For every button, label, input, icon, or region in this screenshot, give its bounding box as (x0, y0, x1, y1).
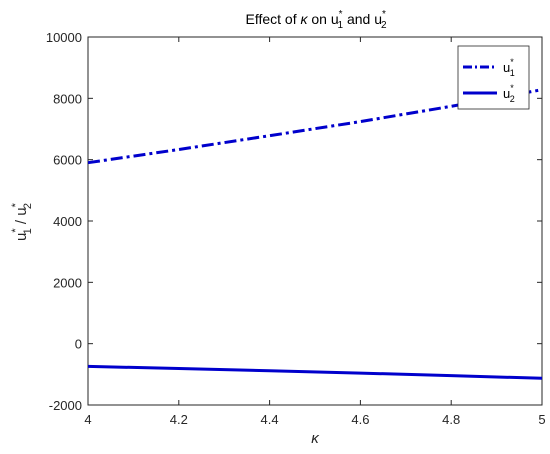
legend-label-u1: u* 1 (503, 57, 515, 78)
y-tick-label: -2000 (49, 398, 82, 413)
y-tick-label: 8000 (53, 91, 82, 106)
y-axis: -2000 0 2000 4000 6000 8000 10000 (46, 30, 542, 413)
x-axis: 4 4.2 4.4 4.6 4.8 5 (84, 37, 546, 427)
x-tick-label: 4 (84, 412, 91, 427)
series-line-2 (87, 364, 543, 380)
legend: u* 1 u* 2 (457, 45, 530, 110)
y-tick-label: 6000 (53, 153, 82, 168)
chart-title: Effect of κ on u* 1 and u* 2 (245, 9, 386, 31)
x-tick-label: 5 (538, 412, 545, 427)
legend-label-u2: u* 2 (503, 83, 515, 104)
y-tick-label: 10000 (46, 30, 82, 45)
x-tick-label: 4.2 (170, 412, 188, 427)
legend-box (457, 45, 530, 110)
x-tick-label: 4.4 (261, 412, 279, 427)
x-axis-label: κ (311, 430, 320, 447)
y-tick-label: 0 (75, 337, 82, 352)
x-tick-label: 4.6 (351, 412, 369, 427)
series-layer (87, 88, 543, 380)
y-axis-label: u*1 / u*2 (10, 202, 34, 241)
y-tick-label: 2000 (53, 275, 82, 290)
x-tick-label: 4.8 (442, 412, 460, 427)
y-tick-label: 4000 (53, 214, 82, 229)
series-line-1 (87, 88, 543, 165)
